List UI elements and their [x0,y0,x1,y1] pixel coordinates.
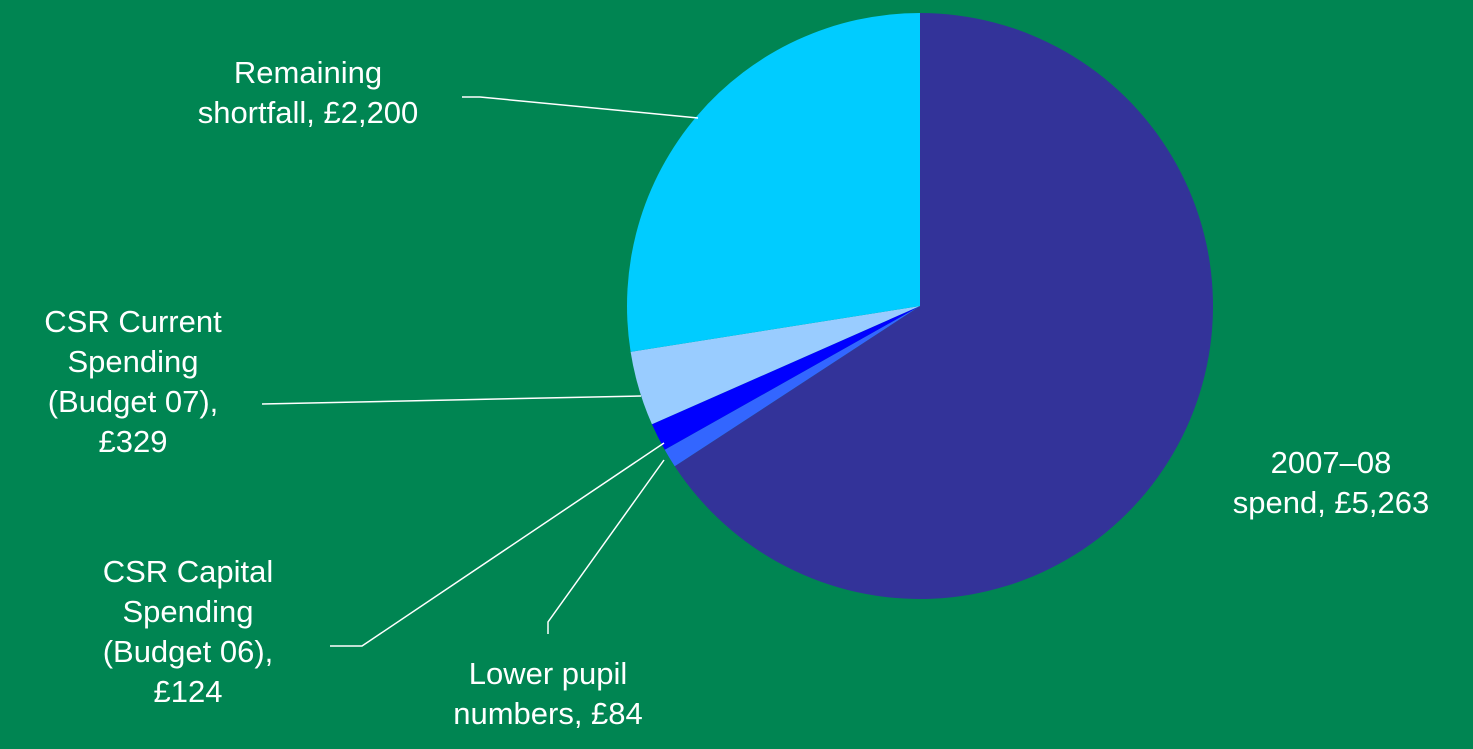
slice-label-line: CSR Current [44,304,222,339]
slice-label-line: Spending [67,344,198,379]
slice-label-line: Spending [122,594,253,629]
pie-slice-1 [674,13,1213,599]
leader-lines [261,96,699,647]
pie-slice-5 [627,13,920,352]
pie-slice-4 [630,306,920,425]
slice-label-line: numbers, £84 [453,696,643,731]
slice-labels: 2007–08 spend, £5,263 Lower pupil numbers, … [44,55,1429,731]
pie-slices [627,13,1213,599]
slice-label-3: CSR Capital Spending (Budget 06), £124 [103,554,274,709]
slice-label-line: (Budget 07), [48,384,219,419]
slice-label-line: £124 [154,674,223,709]
slice-label-1: 2007–08 spend, £5,263 [1233,445,1430,520]
pie-slice-3 [651,306,920,450]
slice-label-line: Remaining [234,55,382,90]
leader-line-3 [330,442,665,647]
slice-label-2: Lower pupil numbers, £84 [453,656,643,731]
slice-label-line: £329 [99,424,168,459]
slice-label-line: 2007–08 [1271,445,1392,480]
leader-line-5 [462,96,699,119]
leader-line-2 [547,459,665,634]
slice-label-4: CSR Current Spending (Budget 07), £329 [44,304,222,459]
slice-label-line: (Budget 06), [103,634,274,669]
slice-label-line: shortfall, £2,200 [198,95,419,130]
slice-label-line: Lower pupil [469,656,628,691]
leader-line-4 [261,395,642,405]
slice-label-line: CSR Capital [103,554,274,589]
pie-slice-2 [664,306,920,467]
slice-label-line: spend, £5,263 [1233,485,1430,520]
slice-label-5: Remaining shortfall, £2,200 [198,55,419,130]
